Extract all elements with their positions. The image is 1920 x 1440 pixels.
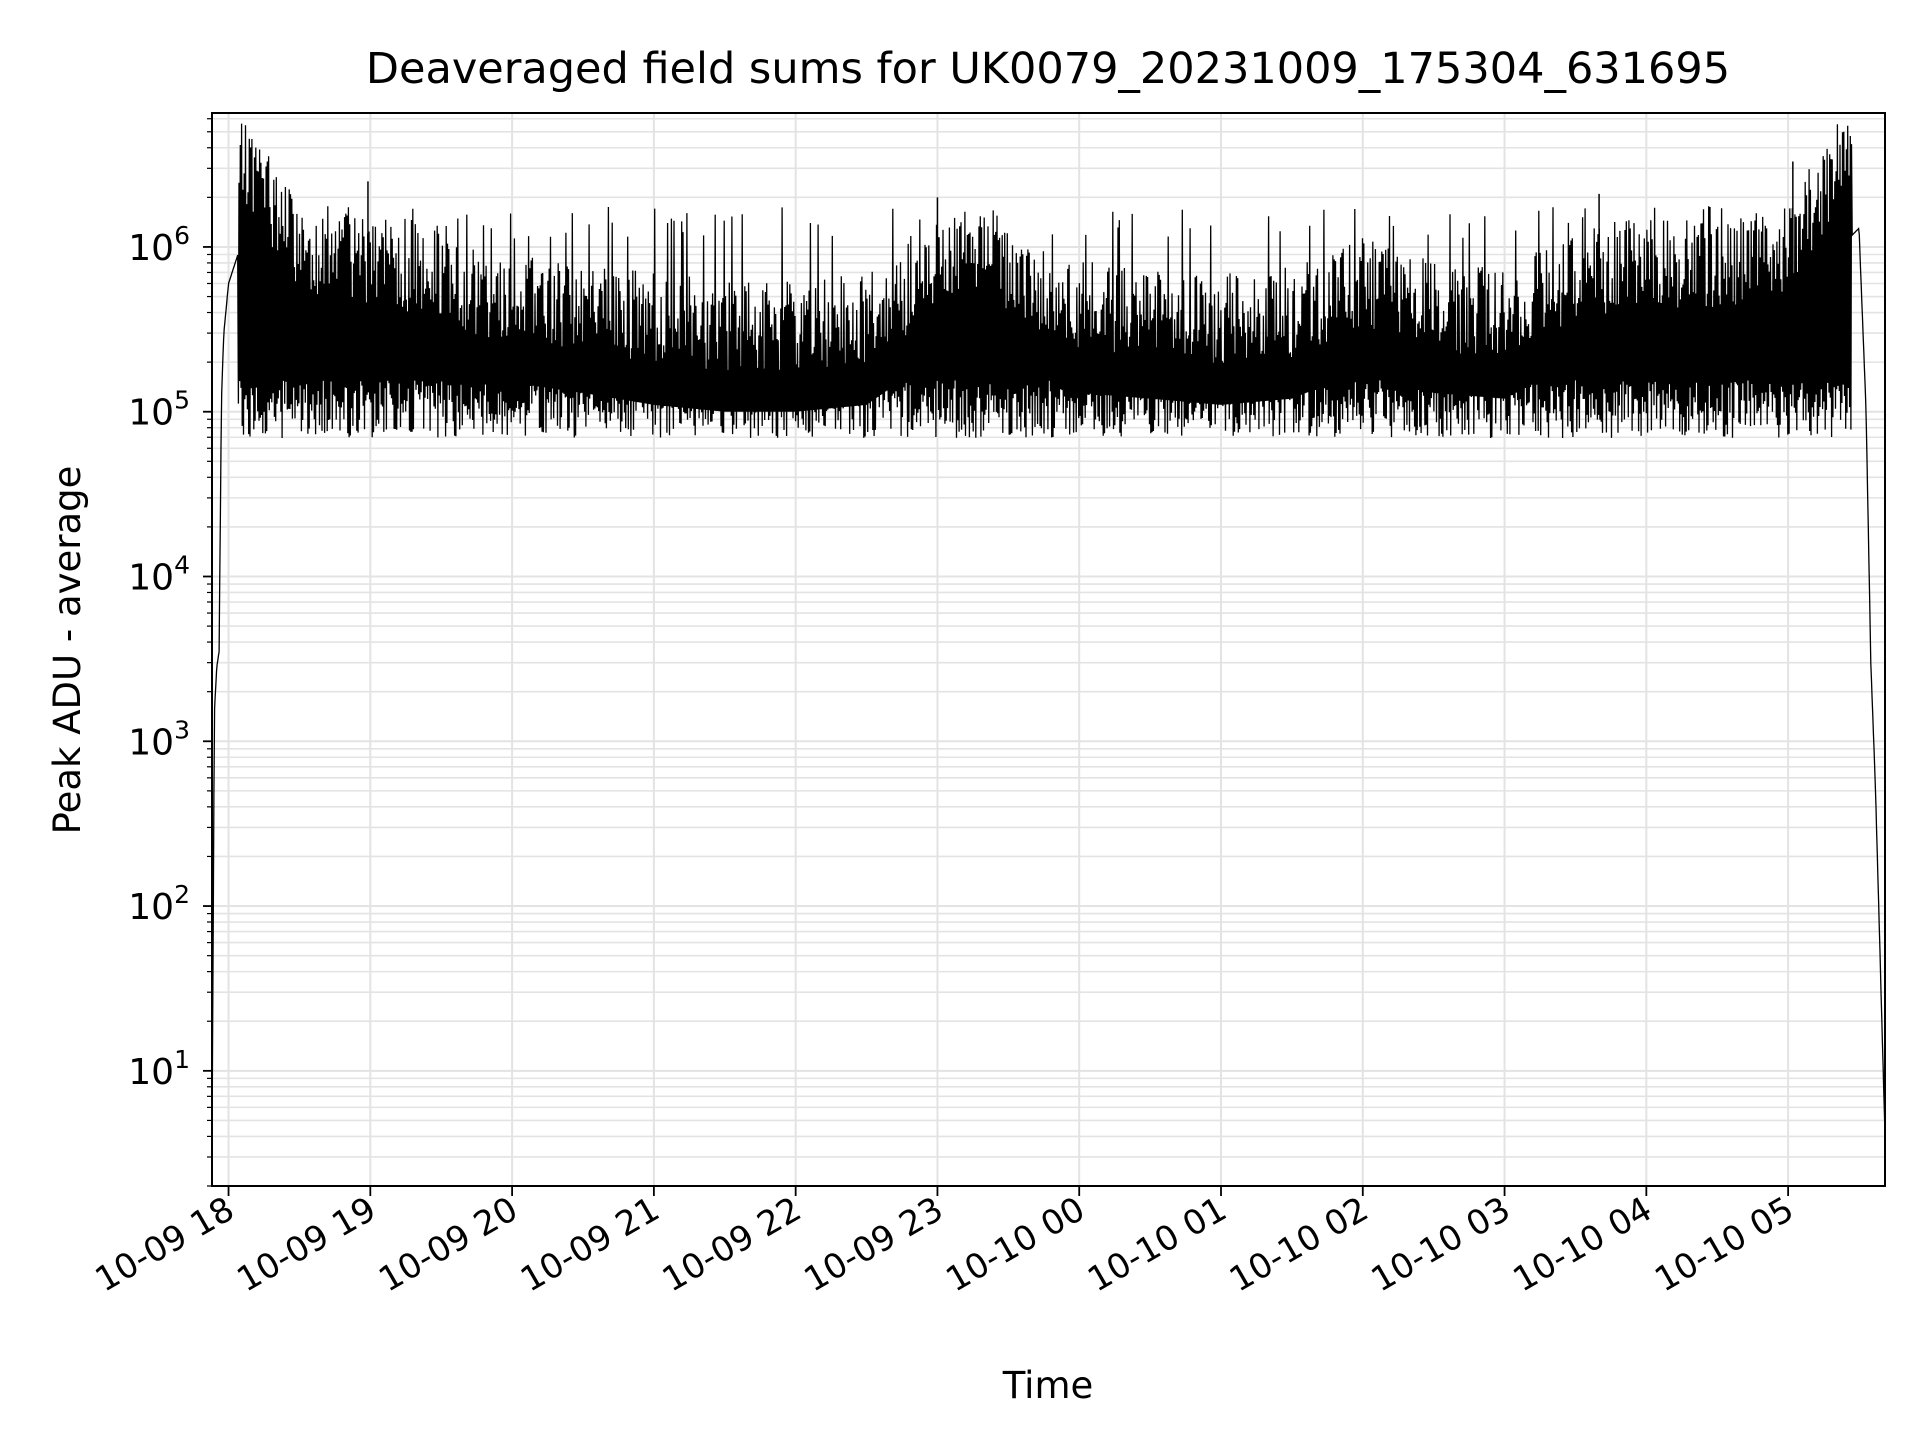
y-tick-label: 102: [128, 880, 190, 928]
y-tick-label: 104: [128, 550, 190, 598]
y-tick-label: 105: [128, 386, 190, 434]
series-line: [211, 123, 1886, 1158]
y-axis-label: Peak ADU - average: [46, 466, 89, 835]
y-tick-label: 103: [128, 715, 190, 763]
y-tick-label: 106: [128, 221, 190, 269]
y-tick-label: 101: [128, 1045, 190, 1093]
series: [211, 123, 1886, 1158]
plot-frame: [211, 112, 1886, 1187]
chart-title: Deaveraged field sums for UK0079_2023100…: [366, 44, 1730, 94]
x-axis-label: Time: [1002, 1364, 1094, 1407]
